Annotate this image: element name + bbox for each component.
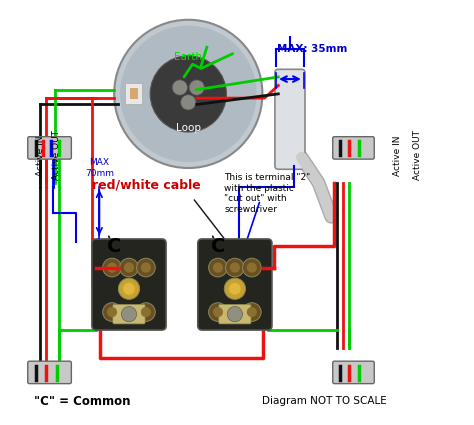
Text: MAX: 35mm: MAX: 35mm — [277, 44, 347, 54]
Text: Earth: Earth — [174, 52, 202, 62]
Circle shape — [114, 20, 263, 168]
Circle shape — [226, 258, 244, 277]
FancyBboxPatch shape — [92, 239, 166, 330]
FancyBboxPatch shape — [28, 361, 72, 384]
Text: Active OUT: Active OUT — [53, 130, 62, 180]
Circle shape — [107, 263, 117, 273]
Circle shape — [209, 258, 227, 277]
FancyBboxPatch shape — [333, 137, 374, 159]
Circle shape — [189, 80, 204, 95]
Circle shape — [227, 306, 243, 322]
Text: "C" = Common: "C" = Common — [34, 394, 130, 408]
Text: Loop: Loop — [176, 123, 201, 133]
Bar — [129, 88, 138, 99]
Circle shape — [141, 263, 151, 273]
Circle shape — [181, 95, 196, 110]
Text: Active IN: Active IN — [393, 135, 402, 176]
Circle shape — [103, 303, 121, 321]
Circle shape — [137, 258, 155, 277]
Circle shape — [123, 283, 135, 295]
Circle shape — [119, 258, 138, 277]
Circle shape — [118, 278, 139, 299]
Circle shape — [150, 56, 227, 132]
Circle shape — [121, 306, 137, 322]
FancyBboxPatch shape — [275, 69, 305, 169]
Text: red/white cable: red/white cable — [91, 178, 201, 192]
Text: Diagram NOT TO SCALE: Diagram NOT TO SCALE — [263, 396, 387, 406]
Circle shape — [137, 303, 155, 321]
Text: C: C — [211, 237, 225, 256]
Circle shape — [230, 263, 240, 273]
FancyBboxPatch shape — [333, 361, 374, 384]
FancyBboxPatch shape — [219, 304, 251, 324]
Text: This is terminal "2"
with the plastic
"cut out" with
screwdriver: This is terminal "2" with the plastic "c… — [224, 173, 310, 213]
Circle shape — [172, 80, 187, 95]
Circle shape — [107, 307, 117, 317]
Circle shape — [229, 283, 241, 295]
Circle shape — [103, 258, 121, 277]
Circle shape — [213, 263, 223, 273]
Circle shape — [243, 258, 261, 277]
Circle shape — [243, 303, 261, 321]
Text: Active OUT: Active OUT — [412, 130, 421, 180]
Circle shape — [213, 307, 223, 317]
FancyBboxPatch shape — [198, 239, 272, 330]
Circle shape — [224, 278, 246, 299]
Text: C: C — [107, 237, 121, 256]
Text: Active IN: Active IN — [36, 135, 45, 176]
Circle shape — [247, 263, 257, 273]
FancyBboxPatch shape — [113, 304, 145, 324]
FancyBboxPatch shape — [28, 137, 72, 159]
Text: MAX
70mm: MAX 70mm — [85, 159, 114, 178]
Circle shape — [141, 307, 151, 317]
Circle shape — [124, 263, 134, 273]
Bar — [125, 83, 142, 105]
Circle shape — [120, 26, 256, 162]
Circle shape — [247, 307, 257, 317]
Circle shape — [209, 303, 227, 321]
